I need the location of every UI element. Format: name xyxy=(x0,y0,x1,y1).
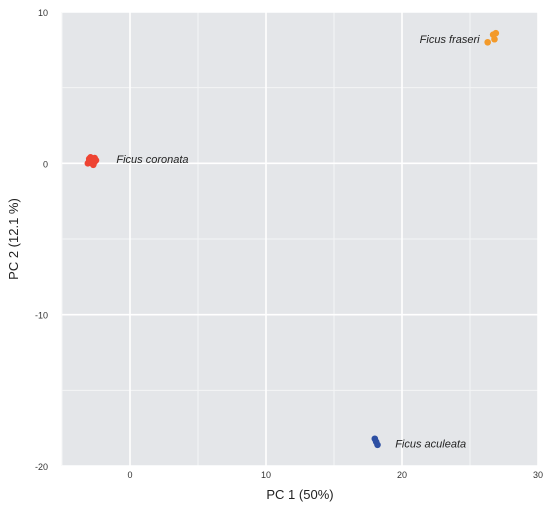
data-point xyxy=(85,157,93,165)
y-axis-title: PC 2 (12.1 %) xyxy=(6,198,21,280)
group-labels: Ficus coronata Ficus fraseri Ficus aculeat… xyxy=(116,34,480,450)
y-tick-label: -10 xyxy=(35,311,48,321)
group-label: Ficus coronata xyxy=(116,154,188,166)
y-tick-label: 10 xyxy=(38,8,48,18)
y-tick-label: -20 xyxy=(35,462,48,472)
x-axis-title: PC 1 (50%) xyxy=(266,487,333,502)
x-tick-label: 20 xyxy=(397,470,407,480)
data-point xyxy=(491,35,498,43)
x-axis-ticks: 0 10 20 30 xyxy=(127,470,543,480)
x-tick-label: 0 xyxy=(127,470,132,480)
group-label: Ficus fraseri xyxy=(420,34,480,46)
data-points xyxy=(84,29,500,449)
x-tick-label: 30 xyxy=(533,470,543,480)
grid-major xyxy=(62,11,539,467)
data-point xyxy=(484,38,491,46)
group-label: Ficus aculeata xyxy=(395,438,466,450)
data-point xyxy=(374,441,381,449)
x-tick-label: 10 xyxy=(261,470,271,480)
data-point xyxy=(492,29,500,37)
y-axis-ticks: 10 0 -10 -20 xyxy=(35,8,48,472)
grid-minor xyxy=(61,12,538,466)
data-point xyxy=(91,154,98,162)
y-tick-label: 0 xyxy=(43,159,48,169)
